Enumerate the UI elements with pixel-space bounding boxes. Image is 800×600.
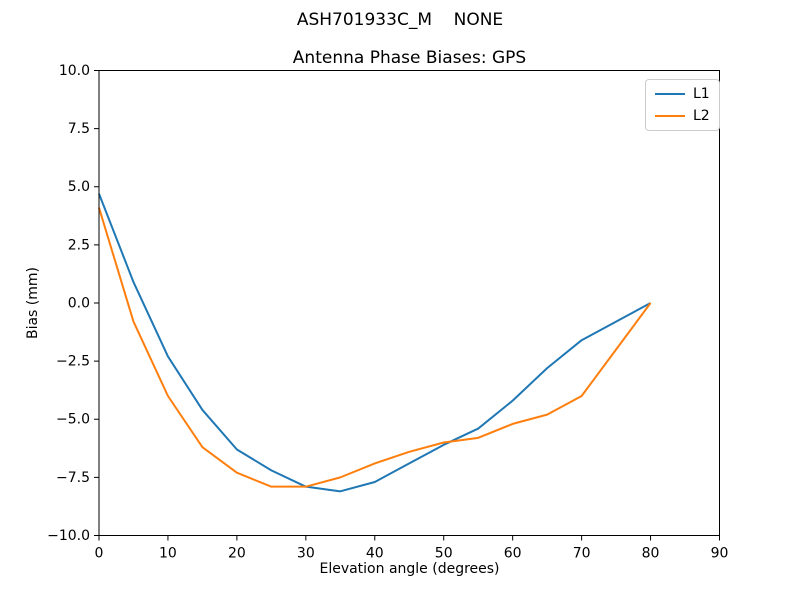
figure-suptitle: ASH701933C_M NONE bbox=[296, 10, 504, 30]
x-tick-label: 90 bbox=[711, 545, 729, 561]
y-tick-label: 10.0 bbox=[59, 63, 90, 79]
legend-label-l1: L1 bbox=[693, 86, 710, 102]
x-tick-label: 30 bbox=[297, 545, 315, 561]
x-tick-label: 70 bbox=[573, 545, 591, 561]
legend-item-l2: L2 bbox=[655, 108, 710, 124]
x-tick-label: 40 bbox=[366, 545, 384, 561]
y-tick-label: −10.0 bbox=[47, 528, 90, 544]
y-tick-label: −7.5 bbox=[56, 470, 90, 486]
series-line-l2 bbox=[98, 207, 652, 488]
y-tick-label: 0.0 bbox=[68, 295, 90, 311]
x-tick-label: 50 bbox=[435, 545, 453, 561]
x-tick-label: 0 bbox=[95, 545, 104, 561]
x-tick-label: 10 bbox=[159, 545, 177, 561]
x-axis-label: Elevation angle (degrees) bbox=[319, 561, 500, 577]
axes-frame bbox=[98, 70, 720, 536]
x-tick-label: 20 bbox=[228, 545, 246, 561]
y-tick-label: −2.5 bbox=[56, 354, 90, 370]
y-axis-label: Bias (mm) bbox=[25, 266, 41, 340]
series-line-l1 bbox=[98, 193, 652, 493]
y-tick-label: 5.0 bbox=[68, 179, 90, 195]
legend-item-l1: L1 bbox=[655, 86, 710, 102]
y-tick-label: 7.5 bbox=[68, 121, 90, 137]
x-tick-label: 80 bbox=[642, 545, 660, 561]
y-tick-label: −5.0 bbox=[56, 412, 90, 428]
axes-title: Antenna Phase Biases: GPS bbox=[292, 48, 527, 68]
legend-line-swatch-l2 bbox=[655, 115, 685, 117]
legend-line-swatch-l1 bbox=[655, 93, 685, 95]
x-tick-label: 60 bbox=[504, 545, 522, 561]
y-tick-label: 2.5 bbox=[68, 237, 90, 253]
legend: L1 L2 bbox=[645, 79, 720, 131]
legend-label-l2: L2 bbox=[693, 108, 710, 124]
